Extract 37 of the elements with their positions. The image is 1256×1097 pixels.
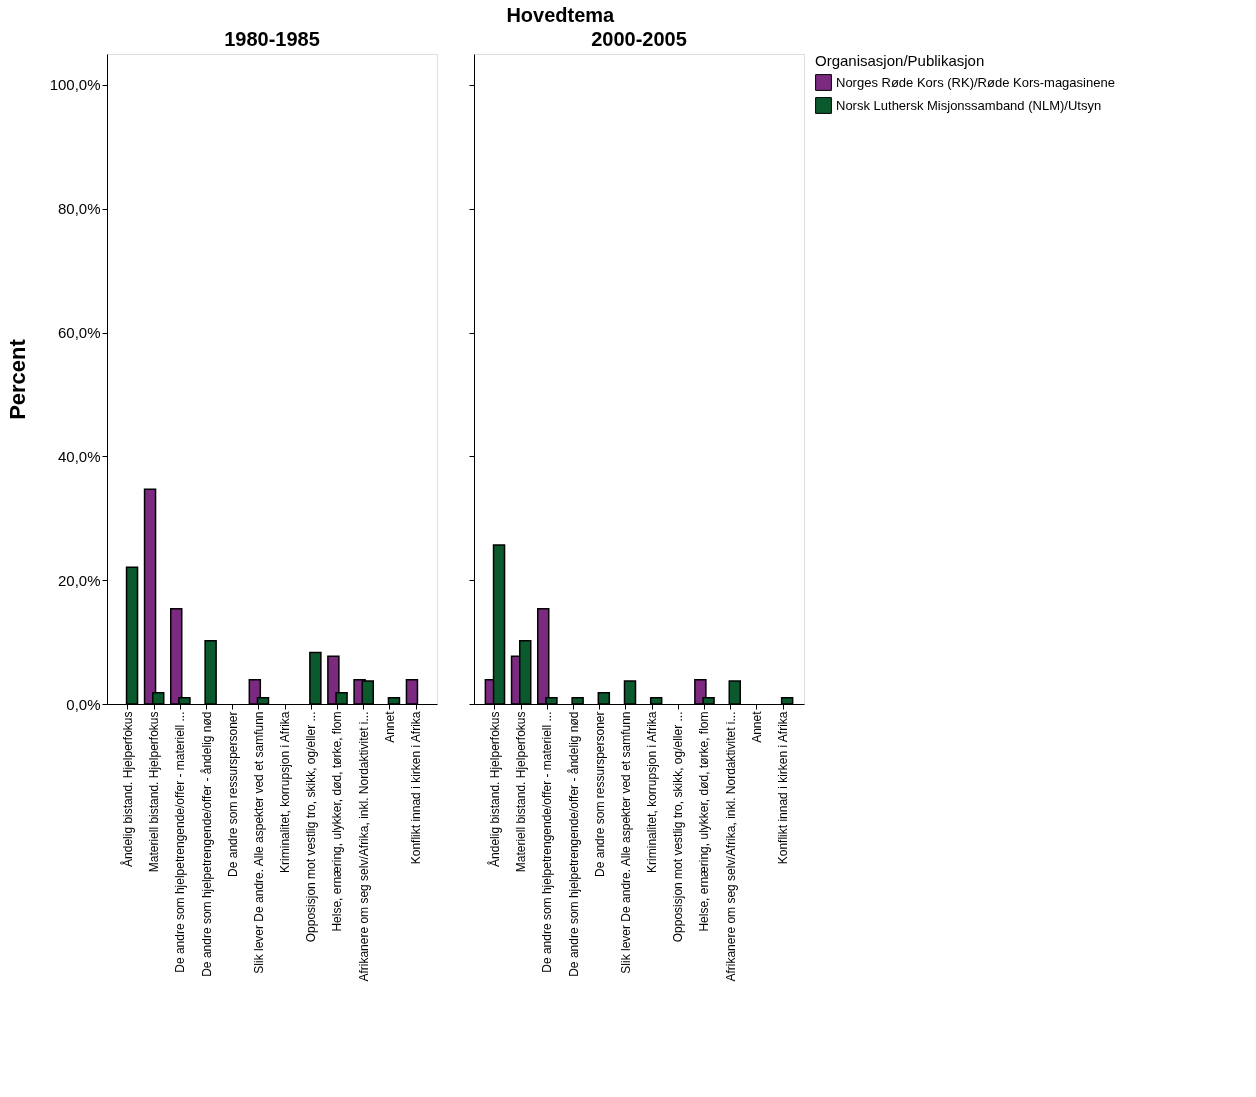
x-tick-label: Helse, ernæring, ulykker, død, tørke, flom	[697, 711, 712, 932]
x-tick-label: De andre som hjelpetrengende/offer - åndelig nød	[566, 711, 581, 977]
y-tick-label: 100,0%	[49, 76, 101, 94]
legend-title: Organisasjon/Publikasjon	[815, 52, 985, 69]
x-tick-label: De andre som ressurspersoner	[592, 711, 607, 877]
x-tick-label: Kriminalitet, korrupsjon i Afrika	[278, 711, 293, 873]
y-tick-label: 80,0%	[57, 200, 101, 218]
legend-label: Norsk Luthersk Misjonssamband (NLM)/Utsyn	[836, 97, 1102, 113]
x-tick-label: Opposisjon mot vestlig tro, skikk, og/eller ...	[671, 711, 686, 943]
x-tick-label: De andre som hjelpetrengende/offer - åndelig nød	[199, 711, 214, 977]
x-tick-label: De andre som hjelpetrengende/offer - materiell ...	[540, 711, 555, 973]
x-tick-label: Afrikanere om seg selv/Afrika, inkl. Nordaktivitet i...	[723, 711, 738, 982]
x-tick-label: Slik lever De andre. Alle aspekter ved et samfunn	[618, 711, 633, 974]
y-tick-label: 20,0%	[57, 571, 101, 589]
x-tick-label: Konflikt innad i kirken i Afrika	[776, 711, 791, 865]
y-tick-label: 60,0%	[57, 324, 101, 342]
chart-title: 1980-1985	[224, 28, 320, 50]
chart-title: 2000-2005	[591, 28, 687, 50]
legend-label: Norges Røde Kors (RK)/Røde Kors-magasinene	[836, 74, 1115, 90]
x-tick-label: Åndelig bistand. Hjelperfokus	[486, 711, 502, 867]
x-tick-label: Annet	[382, 710, 397, 743]
x-tick-label: Slik lever De andre. Alle aspekter ved et samfunn	[251, 711, 266, 974]
x-tick-label: Opposisjon mot vestlig tro, skikk, og/eller ...	[304, 711, 319, 943]
y-tick-label: 40,0%	[57, 447, 101, 465]
x-tick-label: Konflikt innad i kirken i Afrika	[409, 711, 424, 865]
x-tick-label: Afrikanere om seg selv/Afrika, inkl. Nordaktivitet i...	[356, 711, 371, 982]
x-tick-label: Materiell bistand. Hjelperfokus	[514, 711, 529, 873]
x-tick-label: Annet	[749, 710, 764, 743]
y-axis-title: Percent	[4, 338, 30, 420]
x-tick-label: Helse, ernæring, ulykker, død, tørke, flom	[330, 711, 345, 932]
y-tick-label: 0,0%	[66, 695, 101, 713]
text: Hovedtema	[506, 3, 616, 26]
x-tick-label: De andre som hjelpetrengende/offer - materiell ...	[173, 711, 188, 973]
x-tick-label: Kriminalitet, korrupsjon i Afrika	[645, 711, 660, 873]
x-tick-label: De andre som ressurspersoner	[225, 711, 240, 877]
x-tick-label: Åndelig bistand. Hjelperfokus	[119, 711, 135, 867]
x-tick-label: Materiell bistand. Hjelperfokus	[147, 711, 162, 873]
